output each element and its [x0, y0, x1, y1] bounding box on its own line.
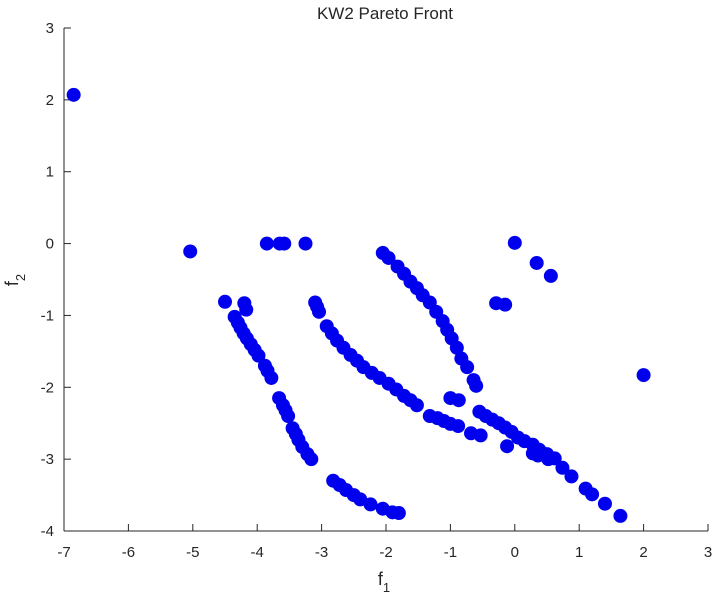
x-tick-label: 3	[704, 544, 712, 561]
y-tick-label: -3	[41, 451, 54, 468]
data-point	[507, 235, 522, 250]
y-axis-label-subscript: 2	[13, 274, 28, 281]
y-ticks: -4 -3 -2 -1 0 1 2 3	[41, 20, 71, 540]
data-point	[498, 297, 513, 312]
y-tick-label: -4	[41, 523, 54, 540]
data-point	[281, 409, 296, 424]
data-point	[312, 304, 327, 319]
data-point	[239, 302, 254, 317]
y-tick-label: -2	[41, 379, 54, 396]
data-point	[391, 506, 406, 521]
data-point	[259, 236, 274, 251]
x-tick-label: -2	[379, 544, 392, 561]
data-point	[451, 393, 466, 408]
y-tick-label: 3	[46, 20, 54, 37]
data-point	[541, 452, 556, 467]
data-point	[381, 250, 396, 265]
data-point	[409, 398, 424, 413]
x-axis-label: f1	[378, 569, 390, 595]
data-point	[460, 360, 475, 375]
x-tick-label: -6	[122, 544, 135, 561]
y-tick-label: 0	[46, 236, 54, 253]
y-tick-label: 1	[46, 164, 54, 181]
data-point	[251, 348, 266, 363]
x-tick-label: -5	[186, 544, 199, 561]
data-point	[363, 497, 378, 512]
data-point	[555, 460, 570, 475]
y-tick-label: -1	[41, 307, 54, 324]
data-point	[500, 439, 515, 454]
data-point	[264, 370, 279, 385]
data-point	[469, 378, 484, 393]
data-point	[585, 487, 600, 502]
data-point	[529, 255, 544, 270]
x-tick-label: -4	[251, 544, 264, 561]
data-point	[66, 87, 81, 102]
plot-area	[63, 28, 708, 532]
x-tick-label: 2	[639, 544, 647, 561]
data-point	[543, 268, 558, 283]
data-point	[277, 236, 292, 251]
x-tick-label: -7	[57, 544, 70, 561]
chart-title: KW2 Pareto Front	[317, 4, 453, 23]
data-point	[183, 244, 198, 259]
data-point	[473, 428, 488, 443]
data-point	[218, 294, 232, 309]
x-tick-label: -3	[315, 544, 328, 561]
data-point	[298, 236, 313, 251]
x-tick-label: -1	[444, 544, 457, 561]
data-point	[613, 508, 628, 523]
data-point	[564, 469, 579, 484]
data-points	[66, 87, 651, 523]
x-axis-label-subscript: 1	[383, 580, 390, 595]
x-axis-label-main: f	[378, 569, 384, 589]
data-point	[597, 496, 612, 511]
x-ticks: -7 -6 -5 -4 -3 -2 -1 0 1 2 3	[57, 524, 712, 561]
data-point	[451, 419, 466, 434]
x-tick-label: 0	[511, 544, 519, 561]
data-point	[449, 340, 464, 355]
y-tick-label: 2	[46, 92, 54, 109]
y-axis-label-main: f	[2, 280, 22, 286]
y-axis-label: f2	[2, 274, 28, 286]
data-point	[304, 452, 319, 467]
data-point	[636, 368, 651, 383]
x-tick-label: 1	[575, 544, 583, 561]
